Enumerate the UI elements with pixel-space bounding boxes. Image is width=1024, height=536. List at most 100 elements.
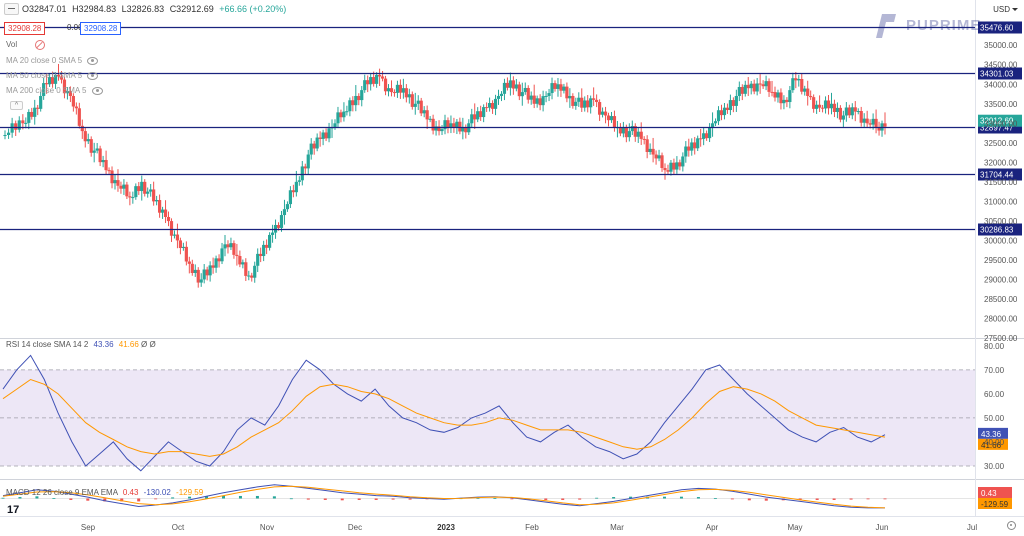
candle-body [294,181,298,193]
candle-body [651,148,655,155]
collapse-legend-button[interactable] [4,3,19,15]
macd-hist-bar [832,498,836,500]
rsi-legend[interactable]: RSI 14 close SMA 14 2 43.36 41.66 Ø Ø [6,340,156,349]
hidden-icon[interactable] [35,40,46,50]
candle-body [21,120,25,124]
macd-hist-bar [595,497,599,499]
eye-icon[interactable] [91,86,103,95]
gear-icon[interactable] [1007,521,1016,530]
candle-body [544,95,548,97]
candle-body [877,127,881,131]
macd-hist-bar [866,498,870,500]
ma20-legend[interactable]: MA 20 close 0 SMA 5 [6,56,99,65]
candle-body [199,279,203,283]
macd-hist-bar [255,495,259,499]
chevron-up-icon[interactable]: ^ [10,101,23,110]
rsi-sma-line [2,378,886,457]
candle-body [140,181,144,192]
macd-hist-bar [561,498,565,500]
macd-legend[interactable]: MACD 12 26 close 9 EMA EMA 0.43 -130.02 … [6,488,203,497]
candle-body [853,107,857,112]
candle-body [595,99,599,103]
macd-hist-bar [510,498,514,500]
macd-hist-bar [815,498,819,500]
macd-hist-bar [86,498,90,501]
volume-legend[interactable]: Vol [6,40,46,50]
macd-hist-bar [222,495,225,499]
macd-signal-value: -129.59 [176,488,204,497]
macd-hist-bar [730,498,734,500]
candle-body [175,234,180,241]
macd-hist-bar [154,498,158,500]
macd-hist-bar [696,497,700,499]
candle-body [535,98,539,104]
ma200-legend[interactable]: MA 200 close 0 SMA 5 [6,86,103,95]
ma50-legend[interactable]: MA 50 close 0 SMA 5 [6,71,99,80]
candle-body [865,118,869,124]
candle-body [276,224,281,228]
candle-body [220,248,224,262]
sell-price-box[interactable]: 32908.28 [4,22,46,35]
candle-body [568,95,572,99]
candle-body [309,143,313,155]
candle-body [538,98,542,106]
macd-hist-bar [272,496,276,499]
candle-body [342,111,346,118]
candle-body [731,100,735,106]
buy-price-box[interactable]: 32908.28 [80,22,122,35]
time-tick-label: Jun [876,523,889,532]
candle-body [541,96,545,106]
candle-body [232,243,236,255]
candle-body [3,135,7,137]
ohlc-open: O32847.01 [22,4,67,14]
candle-body [89,139,93,153]
time-axis: Sep Oct Nov Dec 2023 Feb Mar Apr May Jun Jul [81,523,977,532]
candle-body [728,100,733,111]
candle-body [847,107,851,116]
candle-body [624,127,628,138]
macd-hist-bar [137,498,141,502]
candle-body [131,197,135,199]
time-tick-label: Sep [81,523,96,532]
candle-body [529,95,533,100]
candle-body [101,159,105,163]
candle-body [392,92,397,94]
candle-body [152,189,156,202]
candle-body [627,131,631,138]
candle-body [487,103,492,108]
candle-body [357,95,361,101]
currency-selector[interactable]: USD [993,5,1018,14]
candle-body [33,107,37,117]
candle-body [800,78,804,92]
eye-icon[interactable] [87,56,99,65]
candle-body [517,84,521,97]
candle-body [157,200,162,213]
macd-hist-bar [205,495,209,499]
last-price-tag [978,114,1022,127]
candle-body [434,126,438,131]
candle-body [372,77,376,84]
macd-hist-value: 0.43 [122,488,139,497]
level-price-tag [978,223,1022,236]
support-resistance-levels: 35476.60 34301.03 32897.47 31704.44 30286.83… [0,21,1022,236]
candle-body [146,191,150,194]
candle-body [410,94,414,107]
price-tick-label: 28500.00 [984,295,1018,304]
candle-body [92,150,96,153]
candle-body [523,87,527,93]
candle-body [761,84,765,87]
candle-body [473,114,477,120]
time-tick-label: Feb [525,523,539,532]
candle-body [482,107,486,118]
candle-body [443,120,447,130]
time-tick-label: Nov [260,523,274,532]
eye-icon[interactable] [87,71,99,80]
candle-body [832,103,837,112]
macd-hist-bar [238,495,242,499]
candle-body [181,246,185,249]
candle-body [508,80,513,88]
candle-body [244,262,248,276]
candle-body [817,104,822,108]
candle-body [196,269,200,283]
